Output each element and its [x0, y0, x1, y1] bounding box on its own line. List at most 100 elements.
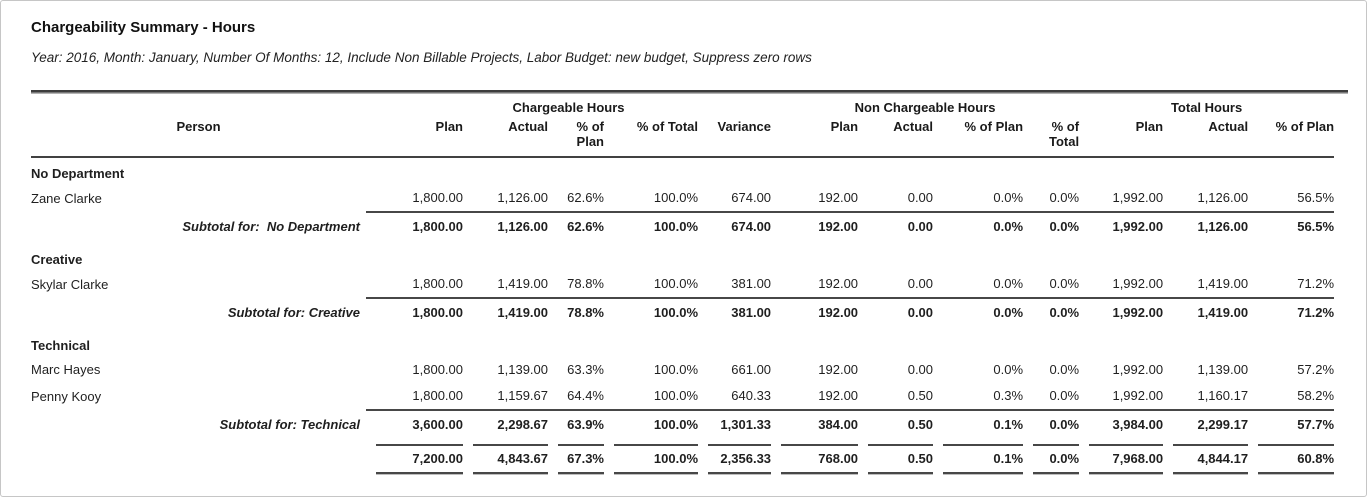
- total-chg-pct-total: 100.0%: [614, 444, 698, 474]
- group-header-spacer: [31, 94, 366, 115]
- subtotal-label: Subtotal for: Creative: [227, 304, 360, 320]
- col-header-nonchg-pct-of-total: % of Total: [1023, 115, 1080, 158]
- cell-nonchg-plan: 192.00: [818, 190, 859, 205]
- col-header-tot-plan: Plan: [1079, 115, 1164, 158]
- subtotal-row-no-department: Subtotal for: No Department 1,800.00 1,1…: [31, 211, 1335, 244]
- cell-tot-plan: 1,992.00: [1112, 276, 1164, 291]
- group-header-total-hours: Total Hours: [1170, 100, 1243, 115]
- col-header-person: Person: [31, 115, 366, 158]
- cell-chg-pct-total: 100.0%: [653, 388, 698, 403]
- cell-chg-actual: 1,419.00: [463, 297, 548, 330]
- cell-chg-plan: 3,600.00: [366, 409, 463, 442]
- person-name: Marc Hayes: [31, 362, 101, 377]
- cell-nonchg-pct-plan: 0.0%: [933, 211, 1024, 244]
- cell-chg-pct-total: 100.0%: [604, 211, 698, 244]
- cell-nonchg-actual: 0.00: [858, 211, 934, 244]
- total-nonchg-pct-plan: 0.1%: [943, 444, 1024, 474]
- total-tot-actual: 4,844.17: [1173, 444, 1249, 474]
- person-row-marc-hayes: Marc Hayes 1,800.00 1,139.00 63.3% 100.0…: [31, 357, 1334, 383]
- cell-tot-actual: 2,299.17: [1163, 409, 1249, 442]
- cell-chg-plan: 1,800.00: [412, 362, 463, 377]
- person-row-skylar-clarke: Skylar Clarke 1,800.00 1,419.00 78.8% 10…: [31, 271, 1334, 298]
- cell-chg-pct-plan: 64.4%: [567, 388, 604, 403]
- cell-nonchg-pct-total: 0.0%: [1049, 362, 1080, 377]
- cell-tot-plan: 1,992.00: [1112, 388, 1164, 403]
- cell-tot-actual: 1,126.00: [1197, 190, 1249, 205]
- cell-tot-plan: 1,992.00: [1079, 211, 1164, 244]
- cell-tot-pct-plan: 58.2%: [1297, 388, 1335, 403]
- cell-chg-actual: 1,126.00: [463, 211, 548, 244]
- cell-chg-actual: 1,139.00: [497, 362, 548, 377]
- cell-chg-pct-plan: 78.8%: [567, 276, 604, 291]
- cell-nonchg-plan: 192.00: [771, 211, 859, 244]
- cell-chg-pct-plan: 62.6%: [548, 211, 604, 244]
- department-label: No Department: [31, 166, 125, 181]
- cell-nonchg-pct-plan: 0.0%: [993, 190, 1024, 205]
- cell-tot-actual: 1,126.00: [1163, 211, 1249, 244]
- cell-nonchg-pct-total: 0.0%: [1023, 211, 1080, 244]
- total-nonchg-plan: 768.00: [781, 444, 859, 474]
- cell-chg-variance: 661.00: [731, 362, 772, 377]
- total-tot-pct-plan: 60.8%: [1258, 444, 1335, 474]
- cell-chg-variance: 381.00: [698, 297, 772, 330]
- column-header-row: Person Plan Actual % of Plan % of Total …: [31, 115, 1335, 158]
- col-header-nonchg-pct-of-plan: % of Plan: [933, 115, 1024, 158]
- group-header-row: Chargeable Hours Non Chargeable Hours To…: [31, 94, 1334, 115]
- person-name: Zane Clarke: [31, 190, 102, 206]
- chargeability-summary-table: Chargeable Hours Non Chargeable Hours To…: [31, 94, 1335, 474]
- cell-chg-plan: 1,800.00: [366, 297, 463, 330]
- cell-chg-variance: 1,301.33: [698, 409, 772, 442]
- col-header-chg-actual: Actual: [463, 115, 548, 158]
- cell-chg-pct-total: 100.0%: [604, 297, 698, 330]
- cell-nonchg-pct-total: 0.0%: [1023, 409, 1080, 442]
- cell-tot-actual: 1,139.00: [1197, 362, 1249, 377]
- report-title: Chargeability Summary - Hours: [31, 19, 256, 36]
- col-header-nonchg-actual: Actual: [858, 115, 934, 158]
- grand-total-row: 7,200.00 4,843.67 67.3% 100.0% 2,356.33 …: [31, 442, 1335, 474]
- cell-nonchg-pct-plan: 0.1%: [933, 409, 1024, 442]
- cell-nonchg-actual: 0.00: [858, 297, 934, 330]
- cell-tot-plan: 1,992.00: [1079, 297, 1164, 330]
- person-row-zane-clarke: Zane Clarke 1,800.00 1,126.00 62.6% 100.…: [31, 185, 1334, 212]
- col-header-chg-pct-of-total: % of Total: [604, 115, 698, 158]
- cell-chg-actual: 1,419.00: [497, 276, 548, 291]
- cell-chg-actual: 1,159.67: [497, 388, 548, 403]
- subtotal-label: Subtotal for: Technical: [219, 416, 360, 432]
- cell-tot-pct-plan: 57.2%: [1297, 362, 1335, 377]
- col-header-chg-plan: Plan: [366, 115, 463, 158]
- col-header-nonchg-plan: Plan: [771, 115, 859, 158]
- cell-nonchg-plan: 192.00: [818, 276, 859, 291]
- total-nonchg-pct-total: 0.0%: [1033, 444, 1080, 474]
- department-row-technical: Technical: [31, 330, 1334, 357]
- total-chg-variance: 2,356.33: [708, 444, 772, 474]
- cell-chg-pct-total: 100.0%: [604, 409, 698, 442]
- cell-tot-plan: 1,992.00: [1112, 362, 1164, 377]
- cell-tot-pct-plan: 56.5%: [1248, 211, 1335, 244]
- cell-nonchg-actual: 0.00: [907, 190, 934, 205]
- total-nonchg-actual: 0.50: [868, 444, 934, 474]
- person-name: Skylar Clarke: [31, 276, 109, 292]
- cell-nonchg-pct-plan: 0.0%: [993, 362, 1024, 377]
- cell-nonchg-plan: 192.00: [818, 362, 859, 377]
- cell-chg-variance: 381.00: [731, 276, 772, 291]
- department-row-creative: Creative: [31, 244, 1334, 271]
- cell-chg-pct-total: 100.0%: [653, 190, 698, 205]
- cell-nonchg-pct-total: 0.0%: [1049, 388, 1080, 403]
- cell-chg-plan: 1,800.00: [412, 388, 463, 403]
- cell-nonchg-actual: 0.50: [858, 409, 934, 442]
- report-parameters: Year: 2016, Month: January, Number Of Mo…: [31, 50, 812, 65]
- cell-chg-pct-plan: 63.3%: [567, 362, 604, 377]
- col-header-tot-pct-of-plan: % of Plan: [1248, 115, 1335, 158]
- total-chg-pct-plan: 67.3%: [558, 444, 604, 474]
- cell-nonchg-pct-plan: 0.3%: [993, 388, 1024, 403]
- department-label: Technical: [31, 338, 91, 353]
- cell-tot-pct-plan: 71.2%: [1297, 276, 1335, 291]
- col-header-chg-variance: Variance: [698, 115, 772, 158]
- grand-total-spacer: [31, 442, 366, 474]
- cell-tot-plan: 1,992.00: [1112, 190, 1164, 205]
- cell-chg-pct-plan: 78.8%: [548, 297, 604, 330]
- group-header-non-chargeable-hours: Non Chargeable Hours: [854, 100, 996, 115]
- subtotal-label: Subtotal for: No Department: [182, 218, 360, 234]
- cell-tot-actual: 1,419.00: [1163, 297, 1249, 330]
